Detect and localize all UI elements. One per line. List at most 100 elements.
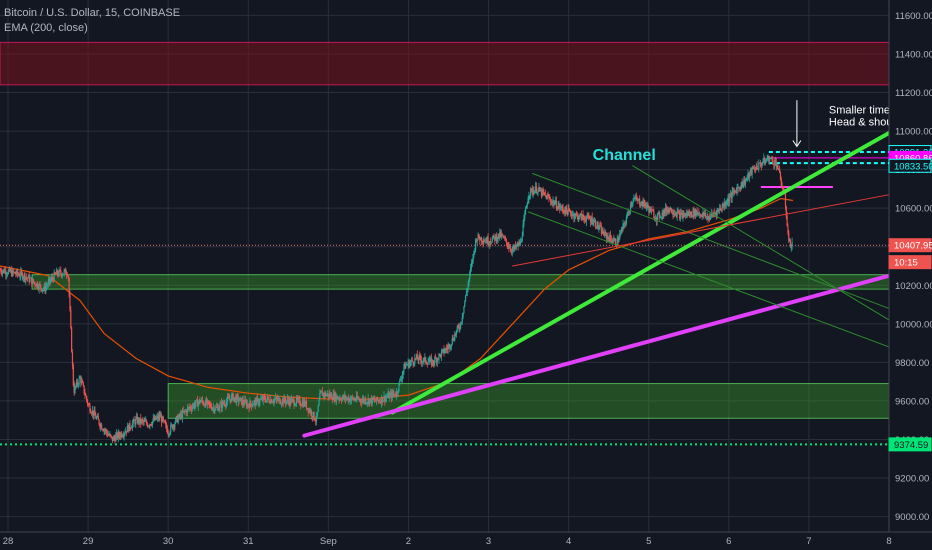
- candle-body-782: [650, 209, 652, 213]
- candle-body-222: [184, 410, 186, 412]
- candle-body-535: [445, 348, 447, 352]
- candle-body-378: [314, 419, 316, 421]
- candle-body-116: [96, 417, 98, 419]
- candle-body-254: [210, 407, 213, 410]
- candle-body-831: [691, 216, 693, 217]
- candle-body-665: [553, 200, 555, 206]
- candle-body-194: [160, 415, 163, 423]
- candle-body-145: [120, 433, 122, 438]
- candle-body-830: [690, 211, 692, 217]
- candle-body-643: [534, 186, 537, 191]
- candle-body-101: [83, 385, 85, 394]
- candle-body-890: [740, 182, 742, 189]
- time-axis[interactable]: 28 29 30 31 Sep 2 3 4 5 6 7 8: [0, 531, 932, 550]
- candle-body-607: [504, 238, 507, 240]
- trendlines[interactable]: [302, 131, 891, 438]
- candle-body-18: [14, 272, 16, 274]
- candle-body-110: [91, 412, 93, 414]
- candle-body-659: [548, 196, 550, 199]
- candle-body-48: [39, 283, 41, 285]
- candle-body-588: [489, 242, 491, 245]
- candle-body-142: [117, 432, 119, 439]
- candle-body-743: [618, 239, 620, 243]
- candle-body-469: [390, 392, 392, 395]
- price-axis[interactable]: 9000.009200.009400.009600.009800.0010000…: [888, 0, 932, 550]
- candle-body-302: [250, 404, 253, 407]
- candle-body-441: [366, 402, 368, 404]
- candle-body-688: [572, 213, 574, 215]
- time-tick-11: 8: [886, 536, 891, 547]
- candle-body-800: [665, 207, 667, 213]
- candle-body-100: [82, 382, 84, 386]
- candle-body-642: [534, 190, 536, 194]
- candle-body-791: [658, 212, 660, 214]
- candle-body-314: [260, 397, 263, 400]
- candle-body-873: [726, 202, 728, 204]
- candle-body-685: [569, 210, 572, 214]
- candle-body-846: [704, 213, 706, 216]
- candle-body-494: [410, 359, 413, 362]
- candle-body-271: [225, 405, 227, 406]
- candle-body-646: [537, 189, 539, 193]
- candle-body-239: [198, 399, 200, 403]
- candle-body-851: [708, 217, 710, 220]
- candle-body-519: [431, 360, 433, 366]
- candle-body-217: [180, 413, 182, 417]
- candle-body-429: [356, 395, 358, 399]
- candle-body-288: [239, 398, 241, 401]
- candle-body-482: [400, 379, 403, 380]
- candle-body-351: [291, 399, 293, 400]
- candle-body-577: [480, 237, 482, 241]
- candle-body-435: [361, 400, 363, 403]
- candle-body-370: [307, 408, 309, 412]
- candle-body-14: [11, 270, 13, 276]
- candle-body-949: [789, 239, 792, 248]
- candle-body-653: [543, 192, 545, 194]
- candle-body-478: [397, 390, 399, 394]
- candle-body-94: [77, 384, 79, 386]
- candle-body-735: [611, 241, 613, 243]
- candle-body-787: [654, 218, 657, 220]
- candle-body-460: [382, 400, 384, 403]
- ema-indicator-title[interactable]: EMA (200, close): [4, 22, 88, 34]
- candle-body-891: [741, 182, 743, 187]
- candle-body-871: [724, 202, 727, 206]
- candle-body-729: [606, 236, 608, 239]
- candle-body-32: [26, 277, 28, 279]
- candle-body-188: [155, 417, 158, 420]
- candle-body-540: [449, 344, 451, 349]
- candle-body-39: [31, 278, 34, 285]
- symbol-title[interactable]: Bitcoin / U.S. Dollar, 15, COINBASE: [4, 7, 181, 19]
- candle-body-859: [714, 212, 717, 214]
- candle-body-380: [315, 415, 318, 421]
- candle-body-926: [770, 157, 772, 159]
- candle-body-168: [139, 417, 141, 424]
- candle-body-869: [723, 203, 725, 206]
- candle-body-238: [197, 402, 199, 407]
- candle-body-386: [320, 390, 323, 392]
- candle-body-293: [243, 403, 245, 405]
- candle-body-686: [570, 213, 572, 217]
- candle-body-347: [288, 401, 290, 405]
- candle-body-99: [81, 381, 84, 383]
- candle-body-757: [629, 204, 632, 212]
- candle-body-474: [394, 393, 396, 396]
- ema-line: [0, 197, 793, 400]
- candle-body-521: [433, 363, 435, 364]
- candle-body-4: [2, 269, 4, 272]
- candle-body-589: [489, 242, 492, 243]
- candle-body-733: [609, 234, 612, 239]
- candle-body-294: [244, 399, 246, 405]
- label-10407-box: [888, 238, 932, 253]
- candle-body-896: [745, 178, 747, 181]
- candle-body-173: [143, 420, 145, 423]
- candle-body-834: [694, 208, 696, 217]
- candle-body-927: [771, 157, 773, 161]
- candle-body-883: [734, 190, 737, 192]
- candle-body-147: [121, 436, 124, 437]
- candle-body-210: [174, 423, 176, 428]
- candle-body-721: [599, 225, 602, 227]
- candle-body-34: [27, 275, 29, 279]
- candle-body-330: [274, 399, 276, 400]
